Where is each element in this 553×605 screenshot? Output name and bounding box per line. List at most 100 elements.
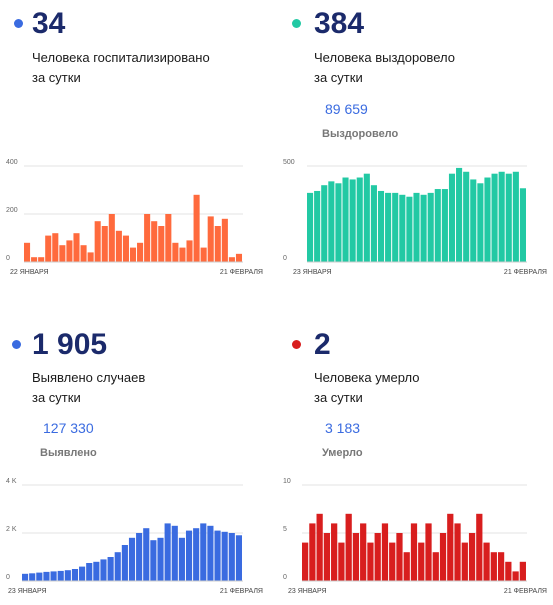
bar — [57, 570, 64, 581]
y-tick-label: 4 K — [6, 478, 17, 485]
bar — [381, 523, 389, 581]
bar — [314, 190, 321, 262]
bar — [29, 573, 36, 581]
bar — [186, 240, 193, 262]
hospitalized-value: 34 — [32, 7, 66, 40]
bar — [427, 192, 434, 262]
bar — [114, 552, 121, 581]
bar — [316, 513, 323, 581]
bar — [505, 561, 512, 581]
bar — [122, 235, 129, 262]
bar — [71, 569, 79, 581]
bar — [483, 542, 490, 581]
bar — [307, 192, 314, 262]
bar — [352, 533, 360, 581]
y-tick-label: 0 — [283, 574, 287, 581]
bar — [410, 523, 418, 581]
bar — [392, 192, 399, 262]
recovered-description-line1: Человека выздоровело — [314, 50, 455, 65]
bar — [461, 542, 468, 581]
bar — [497, 552, 505, 581]
bar — [363, 173, 370, 262]
deaths-description-line1: Человека умерло — [314, 370, 420, 385]
bar — [328, 181, 335, 262]
hospitalized-description-line1: Человека госпитализировано — [32, 50, 210, 65]
detected-value: 1 905 — [32, 328, 108, 361]
bar — [22, 573, 29, 581]
bar — [454, 523, 461, 581]
bar — [498, 171, 505, 262]
bar — [338, 542, 345, 581]
bar — [221, 531, 228, 581]
bar — [505, 173, 512, 262]
y-tick-label: 2 K — [6, 526, 17, 533]
bar — [129, 247, 137, 262]
bar — [151, 221, 158, 262]
bar — [221, 218, 228, 262]
x-start-label: 23 ЯНВАРЯ — [288, 588, 327, 595]
bar — [477, 183, 484, 262]
bar — [228, 257, 235, 262]
bar — [385, 192, 392, 262]
bar — [66, 240, 73, 262]
bar — [360, 523, 367, 581]
detected-dot-icon — [12, 340, 21, 349]
bar — [406, 196, 413, 262]
bar — [185, 530, 193, 581]
bar — [448, 173, 456, 262]
bar — [418, 542, 425, 581]
bar — [79, 566, 86, 581]
bar — [519, 561, 526, 581]
x-start-label: 23 ЯНВАРЯ — [293, 269, 332, 276]
bar — [413, 192, 420, 262]
bar — [45, 235, 52, 262]
bar — [87, 252, 94, 262]
bar — [38, 257, 45, 262]
detected-description: Выявлено случаев за сутки — [32, 368, 145, 408]
bar — [367, 542, 374, 581]
deaths-total: 3 183 — [325, 420, 361, 436]
y-tick-label: 0 — [6, 574, 10, 581]
bar — [463, 171, 470, 262]
bar — [143, 528, 150, 581]
bar — [432, 552, 439, 581]
bar — [323, 533, 331, 581]
recovered-chart: 500 0 23 ЯНВАРЯ 21 ФЕВРАЛЯ — [283, 159, 547, 276]
y-tick-label: 0 — [283, 255, 287, 262]
bar — [80, 245, 87, 262]
recovered-description: Человека выздоровело за сутки — [314, 48, 455, 88]
bar — [512, 571, 519, 581]
bar — [468, 533, 476, 581]
bar — [107, 557, 114, 581]
bar — [94, 221, 101, 262]
y-tick-label: 10 — [283, 478, 291, 485]
bar — [235, 253, 243, 262]
bar — [214, 226, 221, 262]
detected-total-label: Выявлено — [40, 447, 97, 459]
deaths-total-label: Умерло — [322, 447, 363, 459]
bar — [100, 559, 107, 581]
deaths-chart: 10 5 023 ЯНВАРЯ 21 ФЕВРАЛЯ — [283, 478, 547, 595]
x-start-label: 23 ЯНВАРЯ — [8, 588, 47, 595]
hospitalized-description-line2: за сутки — [32, 70, 81, 85]
deaths-description: Человека умерло за сутки — [314, 368, 420, 408]
hospitalized-chart: 400 200 022 ЯНВАРЯ 21 ФЕВРАЛЯ — [6, 159, 263, 276]
x-end-label: 21 ФЕВРАЛЯ — [504, 269, 547, 276]
bar — [115, 230, 122, 262]
bar — [490, 552, 497, 581]
bar — [476, 513, 483, 581]
bar — [491, 173, 498, 262]
x-end-label: 21 ФЕВРАЛЯ — [504, 588, 547, 595]
bar — [377, 190, 385, 262]
bar — [93, 561, 100, 581]
bar — [374, 533, 381, 581]
bar — [331, 523, 338, 581]
deaths-dot-icon — [292, 340, 301, 349]
bar — [309, 523, 316, 581]
bar — [50, 571, 57, 581]
bar — [193, 194, 200, 262]
bar — [157, 537, 164, 581]
bar — [150, 540, 157, 581]
bar — [86, 563, 93, 581]
bar — [108, 214, 115, 262]
